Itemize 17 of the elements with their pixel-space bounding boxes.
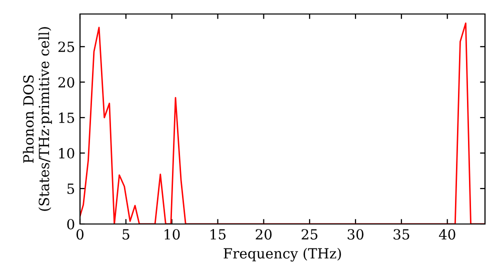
x-tick-label: 20 (256, 229, 272, 240)
x-axis-title: Frequency (THz) (224, 248, 341, 262)
y-tick-label: 15 (59, 112, 74, 124)
y-tick-label: 20 (58, 77, 74, 88)
x-tick-label: 25 (302, 229, 318, 240)
x-tick-label: 40 (438, 229, 456, 240)
x-tick-label: 35 (394, 229, 410, 240)
y-axis-title: Phonon DOS (States/THz·primitive cell) (22, 27, 52, 211)
y-tick-label: 25 (58, 42, 74, 52)
x-tick-label: 0 (76, 229, 84, 240)
x-tick-label: 30 (348, 229, 364, 240)
y-tick-label: 10 (59, 148, 74, 159)
x-tick-label: 5 (122, 229, 130, 240)
y-tick-label: 5 (67, 184, 74, 194)
x-tick-label: 15 (210, 229, 226, 240)
y-tick-label: 0 (67, 218, 74, 230)
x-tick-label: 10 (164, 229, 180, 240)
